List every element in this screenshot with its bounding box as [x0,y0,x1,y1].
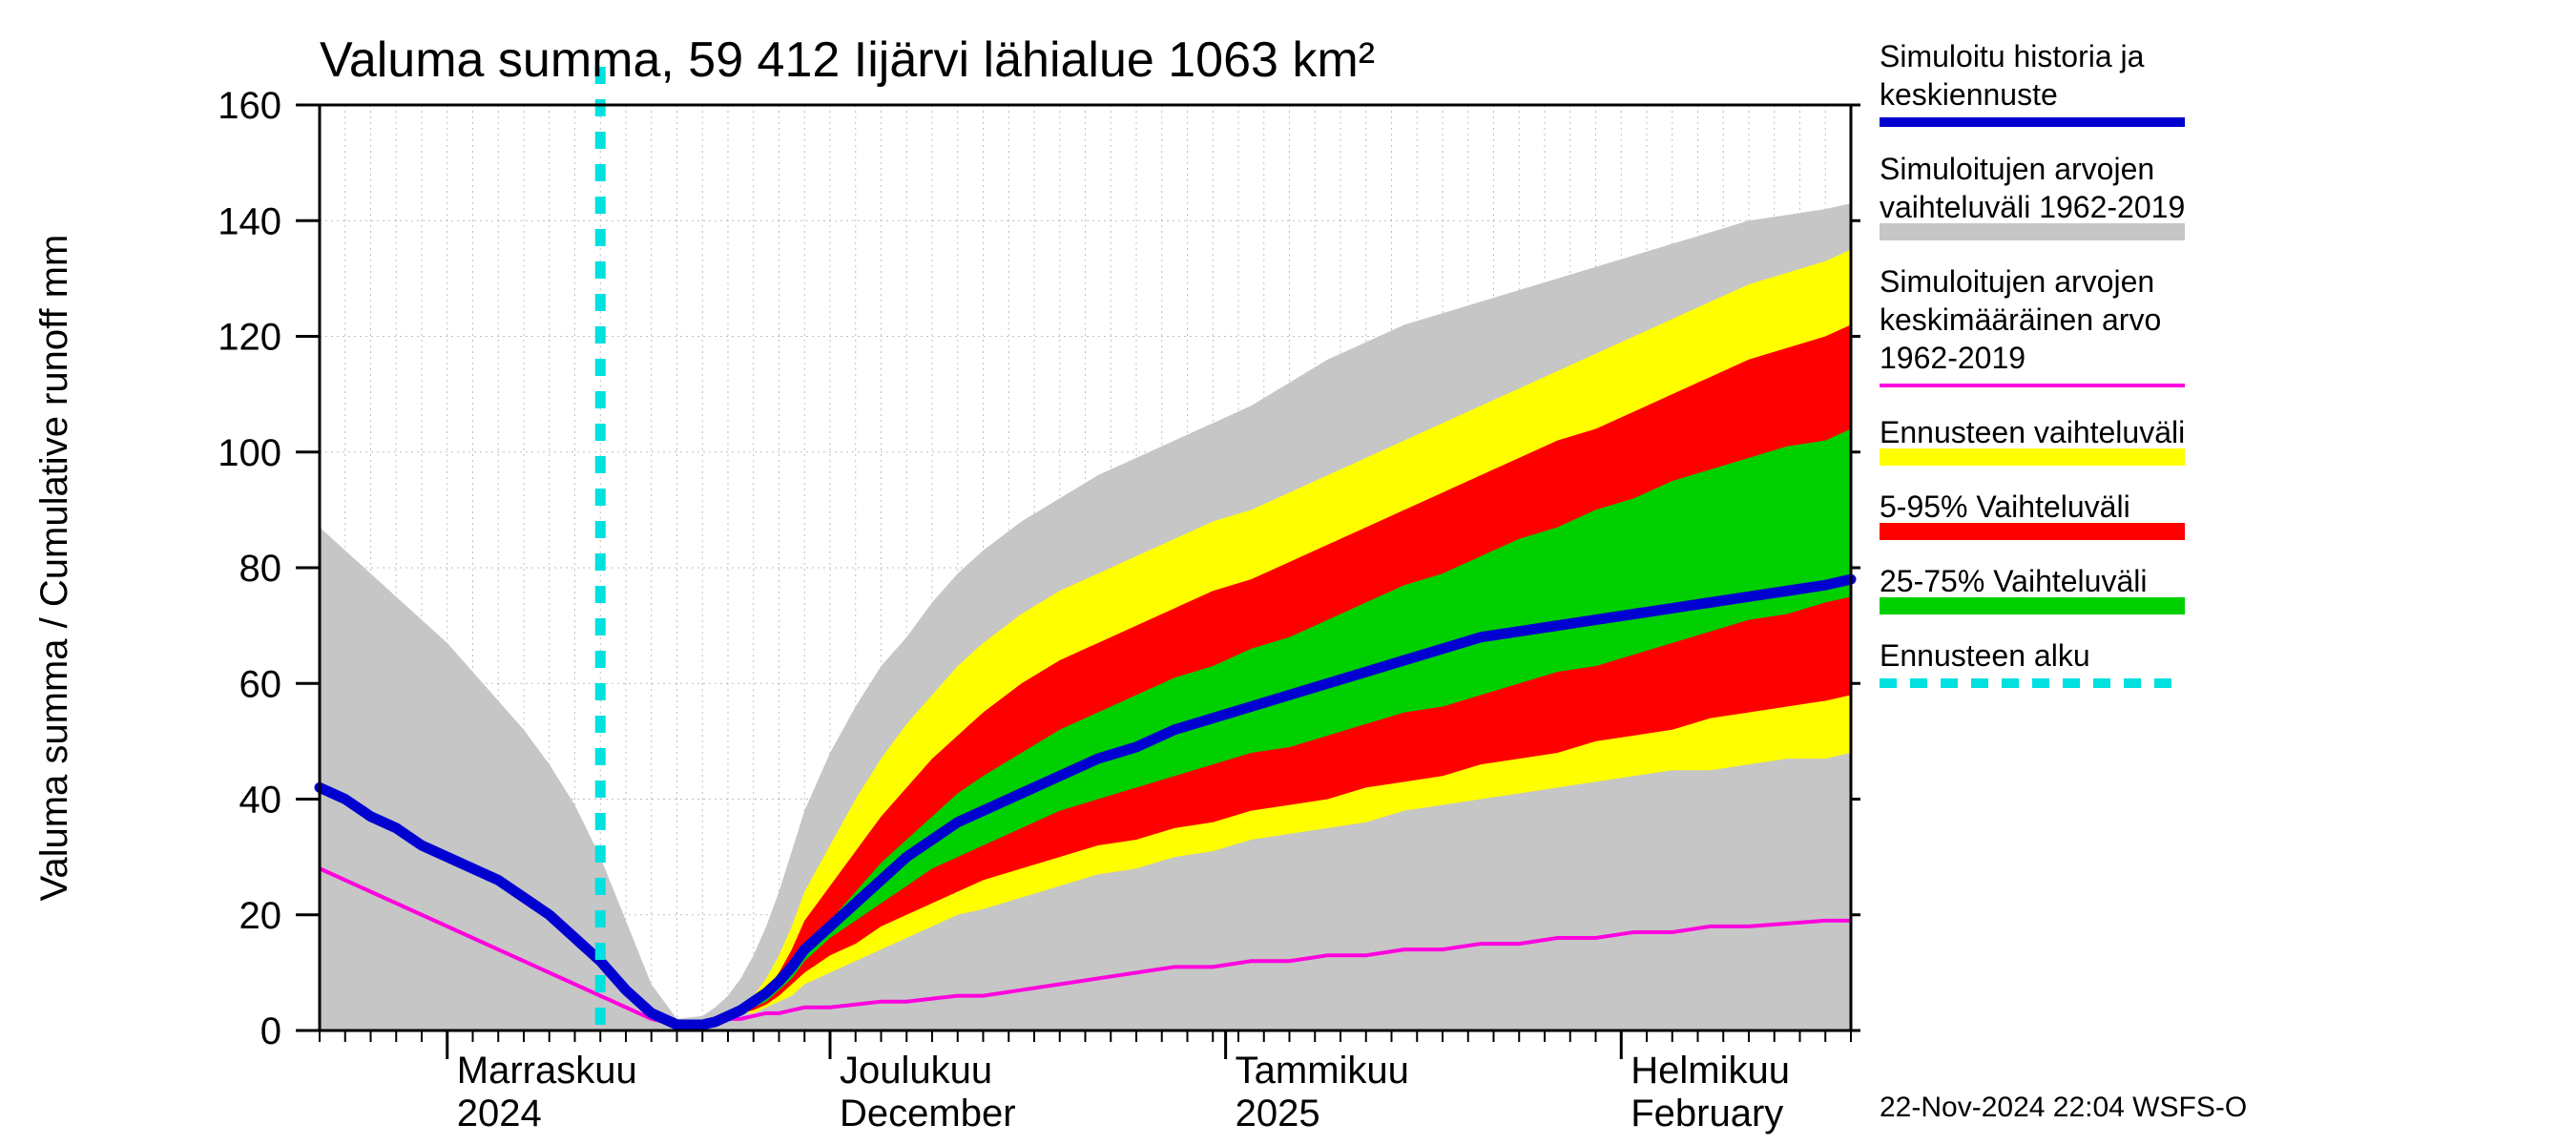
legend-swatch [1880,597,2185,614]
legend-label: 1962-2019 [1880,341,2025,375]
legend-label: Simuloitujen arvojen [1880,152,2154,186]
timestamp-footer: 22-Nov-2024 22:04 WSFS-O [1880,1092,2247,1123]
legend-label: keskimääräinen arvo [1880,302,2161,337]
y-tick-label: 160 [218,85,281,127]
x-major-sublabel: 2024 [457,1093,542,1135]
x-major-label: Marraskuu [457,1050,637,1092]
legend-swatch [1880,223,2185,240]
x-major-label: Helmikuu [1631,1050,1790,1092]
legend-label: keskiennuste [1880,77,2058,112]
legend-label: Simuloitu historia ja [1880,39,2145,73]
y-tick-label: 40 [239,780,282,822]
y-tick-label: 80 [239,548,282,590]
x-major-sublabel: February [1631,1093,1783,1135]
legend-label: vaihteluväli 1962-2019 [1880,190,2185,224]
legend-label: Ennusteen alku [1880,638,2090,673]
y-tick-label: 0 [260,1010,281,1052]
x-major-sublabel: 2025 [1236,1093,1320,1135]
y-tick-label: 100 [218,432,281,474]
y-tick-label: 20 [239,895,282,937]
y-tick-label: 140 [218,200,281,242]
x-major-label: Tammikuu [1236,1050,1409,1092]
y-axis-label-svg: Valuma summa / Cumulative runoff mm [33,235,75,902]
legend-label: 5-95% Vaihteluväli [1880,489,2130,524]
legend-swatch [1880,523,2185,540]
x-major-sublabel: December [840,1093,1016,1135]
legend-label: Simuloitujen arvojen [1880,264,2154,299]
cumulative-runoff-chart: 0 20 40 60 80 100 120 140 160 Marraskuu2024 Jouluk… [0,0,2576,1145]
x-major-label: Joulukuu [840,1050,992,1092]
y-tick-label: 120 [218,317,281,359]
legend-label: 25-75% Vaihteluväli [1880,564,2147,598]
legend-label: Ennusteen vaihteluväli [1880,415,2185,449]
y-tick-label: 60 [239,663,282,705]
chart-title-svg: Valuma summa, 59 412 Iijärvi lähialue 10… [320,32,1375,88]
legend-swatch [1880,448,2185,466]
